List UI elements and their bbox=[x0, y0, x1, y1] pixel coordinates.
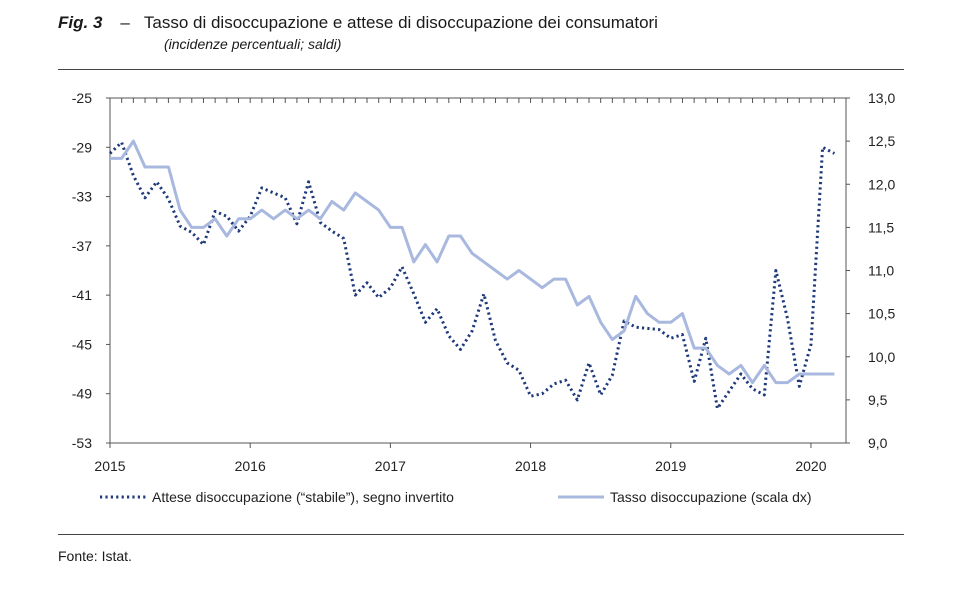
y-right-tick-label: 11,0 bbox=[868, 263, 894, 279]
series-line-expectations bbox=[108, 140, 836, 410]
chart: -25 -29 -33 -37 -41 -45 -49 -53 13,0 12,5 12,0 11,5… bbox=[72, 90, 896, 505]
y-left-tick-label: -29 bbox=[72, 139, 92, 155]
y-left-tick-label: -45 bbox=[72, 336, 92, 352]
figure-dash: – bbox=[120, 13, 130, 32]
figure-title-line: Fig. 3– Tasso di disoccupazione e attese … bbox=[58, 12, 908, 34]
y-left-tick-label: -53 bbox=[72, 435, 92, 451]
y-right-tick-label: 12,0 bbox=[868, 176, 895, 192]
x-tick-label: 2016 bbox=[235, 458, 266, 474]
top-rule bbox=[58, 69, 904, 70]
y-right-tick-label: 10,0 bbox=[868, 349, 895, 365]
y-left-tick-label: -37 bbox=[72, 238, 92, 254]
y-right-tick-label: 10,5 bbox=[868, 306, 895, 322]
figure-title: Tasso di disoccupazione e attese di diso… bbox=[143, 13, 658, 32]
x-tick-label: 2018 bbox=[515, 458, 546, 474]
source-note: Fonte: Istat. bbox=[58, 548, 132, 564]
y-left-tick-label: -33 bbox=[72, 189, 92, 205]
figure-header: Fig. 3– Tasso di disoccupazione e attese … bbox=[58, 12, 908, 52]
y-right-tick-label: 13,0 bbox=[868, 90, 895, 106]
legend-label-unemployment-rate: Tasso disoccupazione (scala dx) bbox=[610, 489, 812, 505]
y-right-tick-label: 12,5 bbox=[868, 133, 895, 149]
x-tick-label: 2015 bbox=[94, 458, 125, 474]
series-line-unemployment-rate bbox=[110, 139, 835, 385]
y-right-tick-label: 9,0 bbox=[868, 435, 888, 451]
y-left-tick-label: -41 bbox=[72, 287, 92, 303]
y-left-tick-label: -49 bbox=[72, 386, 92, 402]
x-tick-label: 2017 bbox=[375, 458, 406, 474]
legend-label-expectations: Attese disoccupazione (“stabile”), segno… bbox=[152, 489, 454, 505]
bottom-rule bbox=[58, 534, 904, 535]
x-tick-label: 2020 bbox=[795, 458, 826, 474]
figure-label: Fig. 3 bbox=[58, 13, 103, 32]
x-tick-label: 2019 bbox=[655, 458, 686, 474]
y-right-tick-label: 11,5 bbox=[868, 219, 894, 235]
y-left-tick-label: -25 bbox=[72, 90, 92, 106]
y-right-tick-label: 9,5 bbox=[868, 392, 888, 408]
figure-subtitle: (incidenze percentuali; saldi) bbox=[164, 36, 342, 52]
